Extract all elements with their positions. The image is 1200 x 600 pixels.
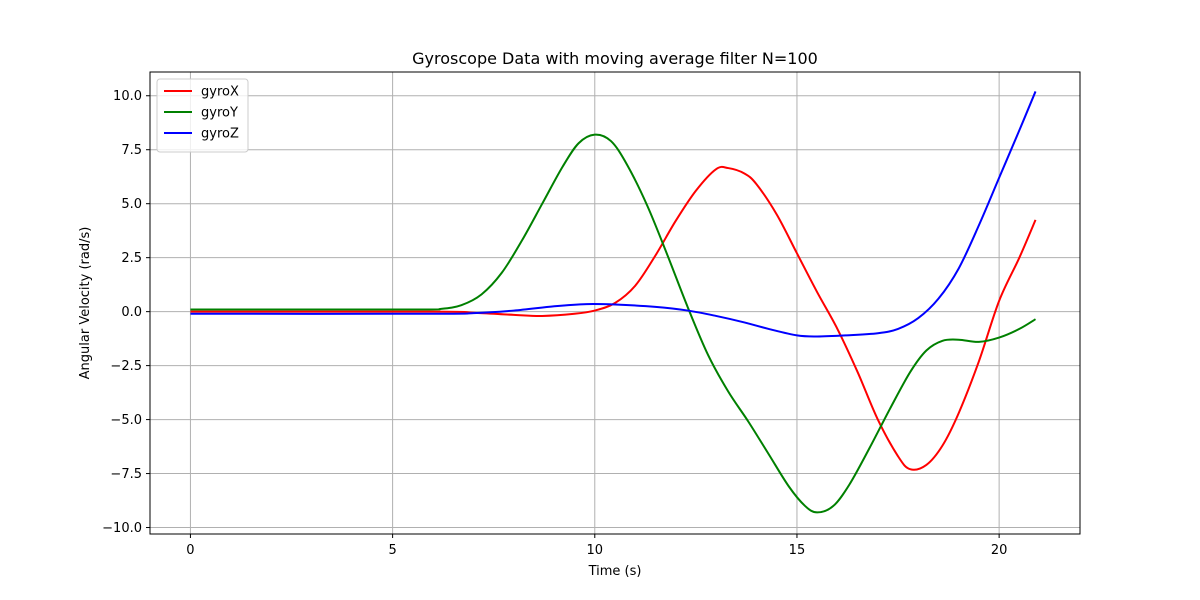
x-tick-label: 20 (991, 543, 1008, 558)
legend-label-gyroZ: gyroZ (201, 127, 239, 142)
series-line-gyroZ (190, 91, 1037, 338)
y-tick-label: −10.0 (102, 521, 142, 536)
x-tick-label: 0 (186, 543, 194, 558)
chart-title: Gyroscope Data with moving average filte… (412, 49, 818, 68)
y-tick-label: −7.5 (110, 467, 142, 482)
y-tick-label: −2.5 (110, 359, 142, 374)
y-tick-label: 0.0 (121, 305, 142, 320)
x-tick-label: 10 (587, 543, 604, 558)
y-axis-label: Angular Velocity (rad/s) (78, 227, 93, 380)
y-tick-label: 10.0 (113, 89, 142, 104)
x-tick-label: 5 (388, 543, 396, 558)
legend: gyroX gyroY gyroZ (156, 78, 249, 153)
axis-ticks: 0 5 10 15 20 10.0 7.5 5.0 2.5 0.0 −2.5 −5.0 −7.5 −10.… (102, 89, 1007, 558)
plot-frame (149, 71, 1081, 535)
series-line-gyroY (190, 133, 1037, 514)
x-axis-label: Time (s) (588, 564, 642, 579)
series-lines (190, 91, 1037, 514)
y-tick-label: 5.0 (121, 197, 142, 212)
series-line-gyroX (190, 165, 1037, 471)
y-tick-label: 2.5 (121, 251, 142, 266)
legend-label-gyroX: gyroX (201, 85, 239, 100)
x-tick-label: 15 (789, 543, 806, 558)
legend-label-gyroY: gyroY (201, 106, 238, 121)
y-tick-label: 7.5 (121, 143, 142, 158)
y-tick-label: −5.0 (110, 413, 142, 428)
